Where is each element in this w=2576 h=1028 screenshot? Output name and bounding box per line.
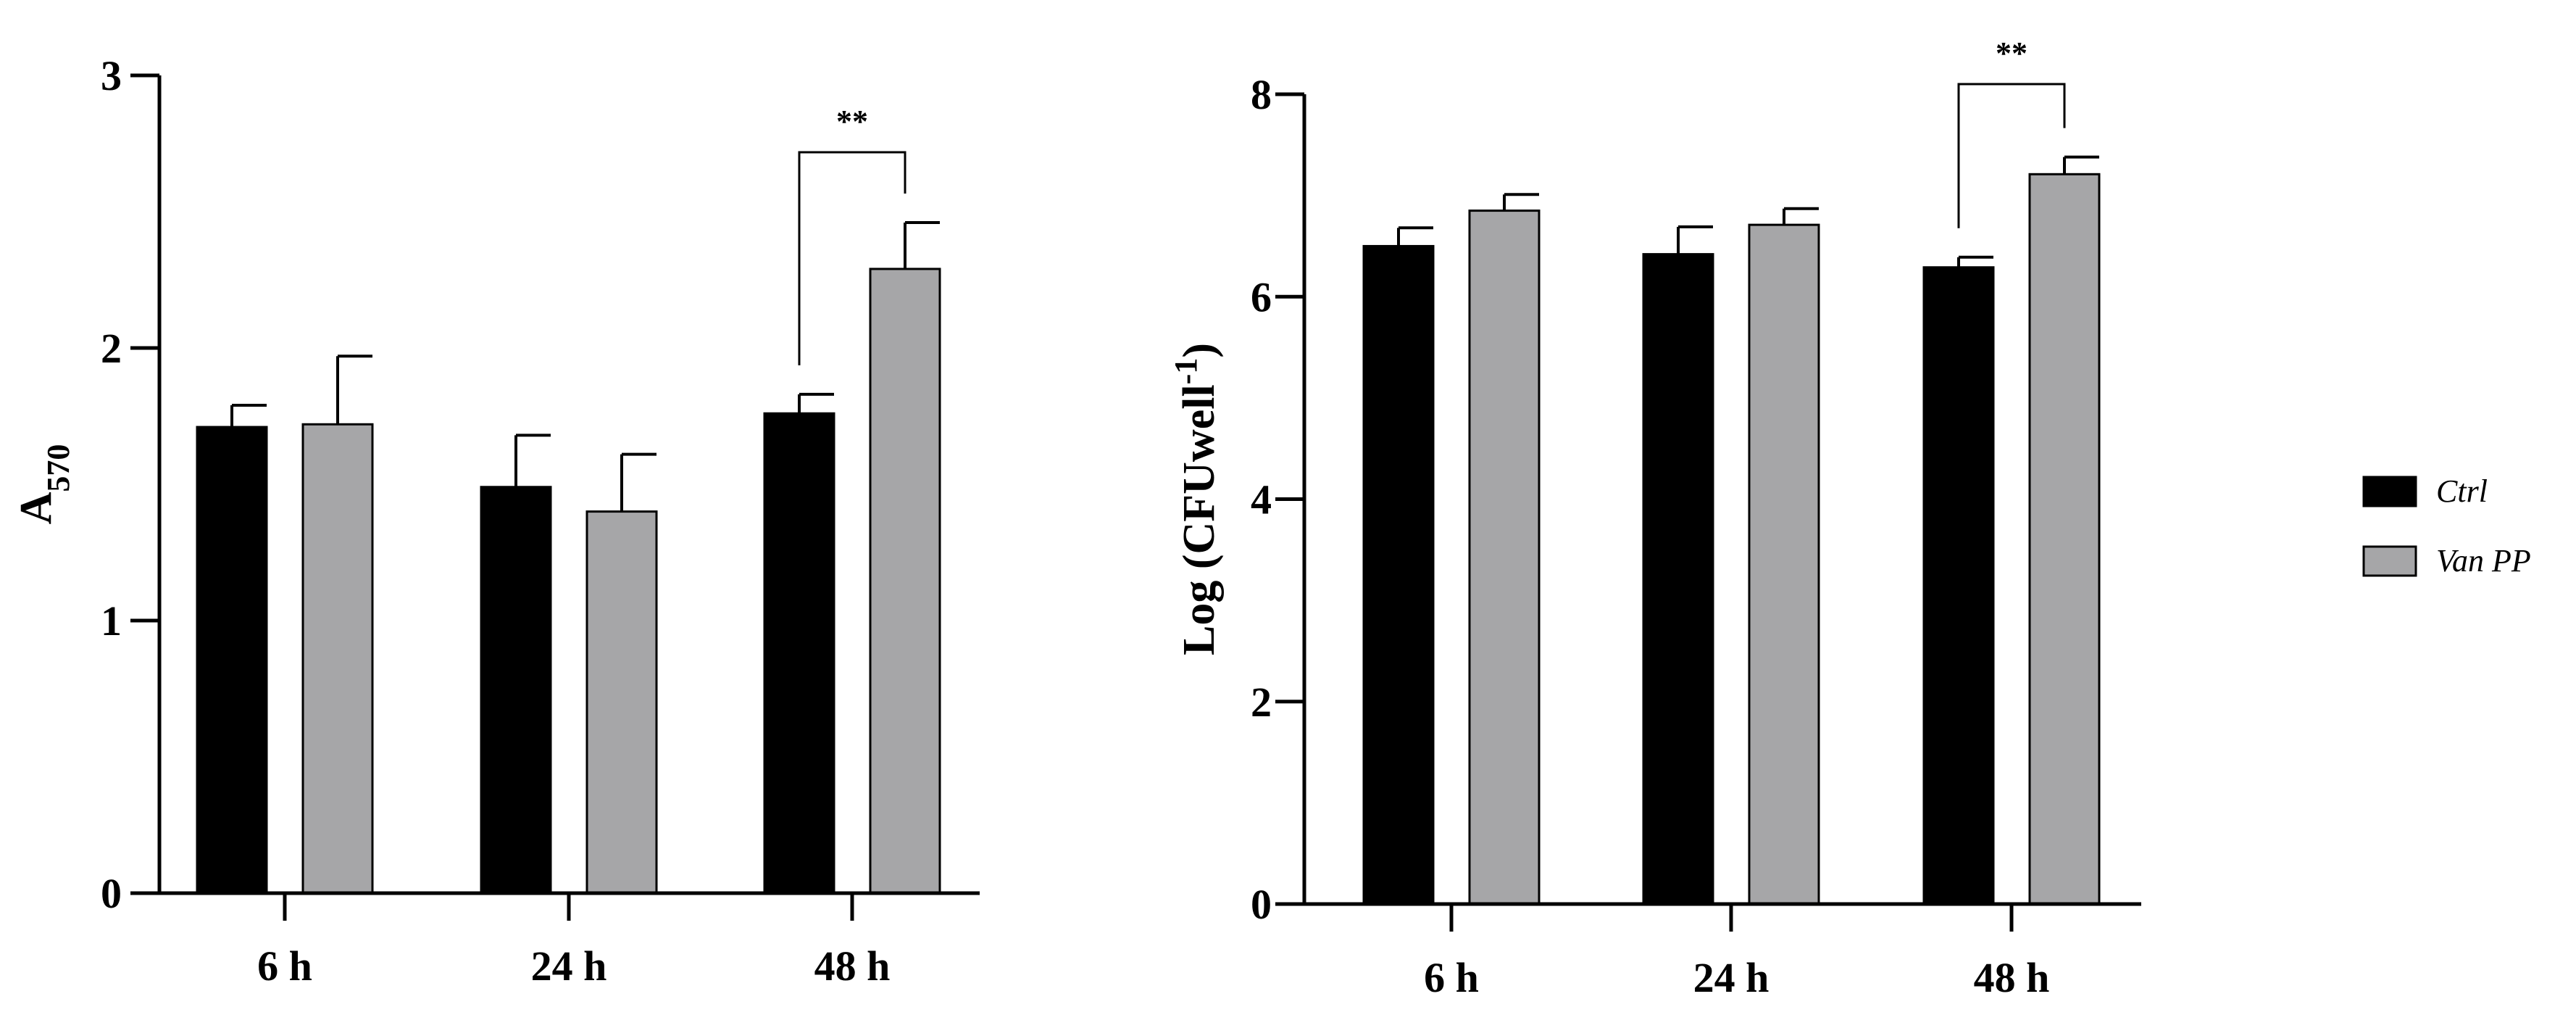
legend: Ctrl Van PP [2362,473,2531,579]
significance-bracket-48-h [798,151,906,365]
y-tick-label-1: 1 [101,597,122,644]
bar-van-pp-24-h [1748,223,1820,905]
x-tick-label-24-h: 24 h [531,942,607,990]
y-tick-label-0: 0 [101,870,122,917]
bar-ctrl-24-h [1642,253,1714,905]
legend-swatch-van-pp [2362,545,2417,577]
y-tick-label-8: 8 [1251,71,1272,118]
bar-van-pp-48-h [2028,173,2101,905]
x-tick-label-48-h: 48 h [814,942,891,990]
bar-ctrl-6-h [1362,244,1435,905]
bar-van-pp-6-h [301,423,374,895]
legend-label-ctrl: Ctrl [2436,473,2488,509]
bar-van-pp-6-h [1468,210,1541,905]
y-tick-label-2: 2 [1251,679,1272,726]
significance-label-48-h: ** [1996,36,2027,71]
significance-bracket-48-h [1957,83,2066,228]
legend-swatch-ctrl [2362,476,2417,507]
x-tick-label-48-h: 48 h [1974,954,2050,1001]
bar-ctrl-48-h [763,412,835,895]
x-tick-label-6-h: 6 h [1424,954,1479,1001]
bar-ctrl-24-h [480,486,552,895]
y-tick-label-2: 2 [101,325,122,372]
y-tick-label-6: 6 [1251,273,1272,320]
y-axis-title: A570 [12,444,76,525]
y-tick-label-3: 3 [101,52,122,99]
y-tick-label-0: 0 [1251,881,1272,928]
significance-label-48-h: ** [836,104,868,139]
bar-van-pp-48-h [869,268,941,895]
bar-ctrl-48-h [1922,266,1995,905]
legend-label-van-pp: Van PP [2436,543,2531,579]
chart-panel-cfu: 6 h 24 h 48 h 0 2 4 6 8 Log (CFUwell-1) ** [1168,36,2141,1001]
y-tick-label-4: 4 [1251,476,1272,523]
chart-panel-absorbance: 6 h 24 h 48 h 0 1 2 3 A570 ** [12,52,980,990]
bar-ctrl-6-h [196,426,268,895]
x-tick-label-24-h: 24 h [1693,954,1770,1001]
y-axis-title: Log (CFUwell-1) [1168,343,1225,655]
bar-van-pp-24-h [585,510,658,895]
x-tick-label-6-h: 6 h [257,942,312,990]
